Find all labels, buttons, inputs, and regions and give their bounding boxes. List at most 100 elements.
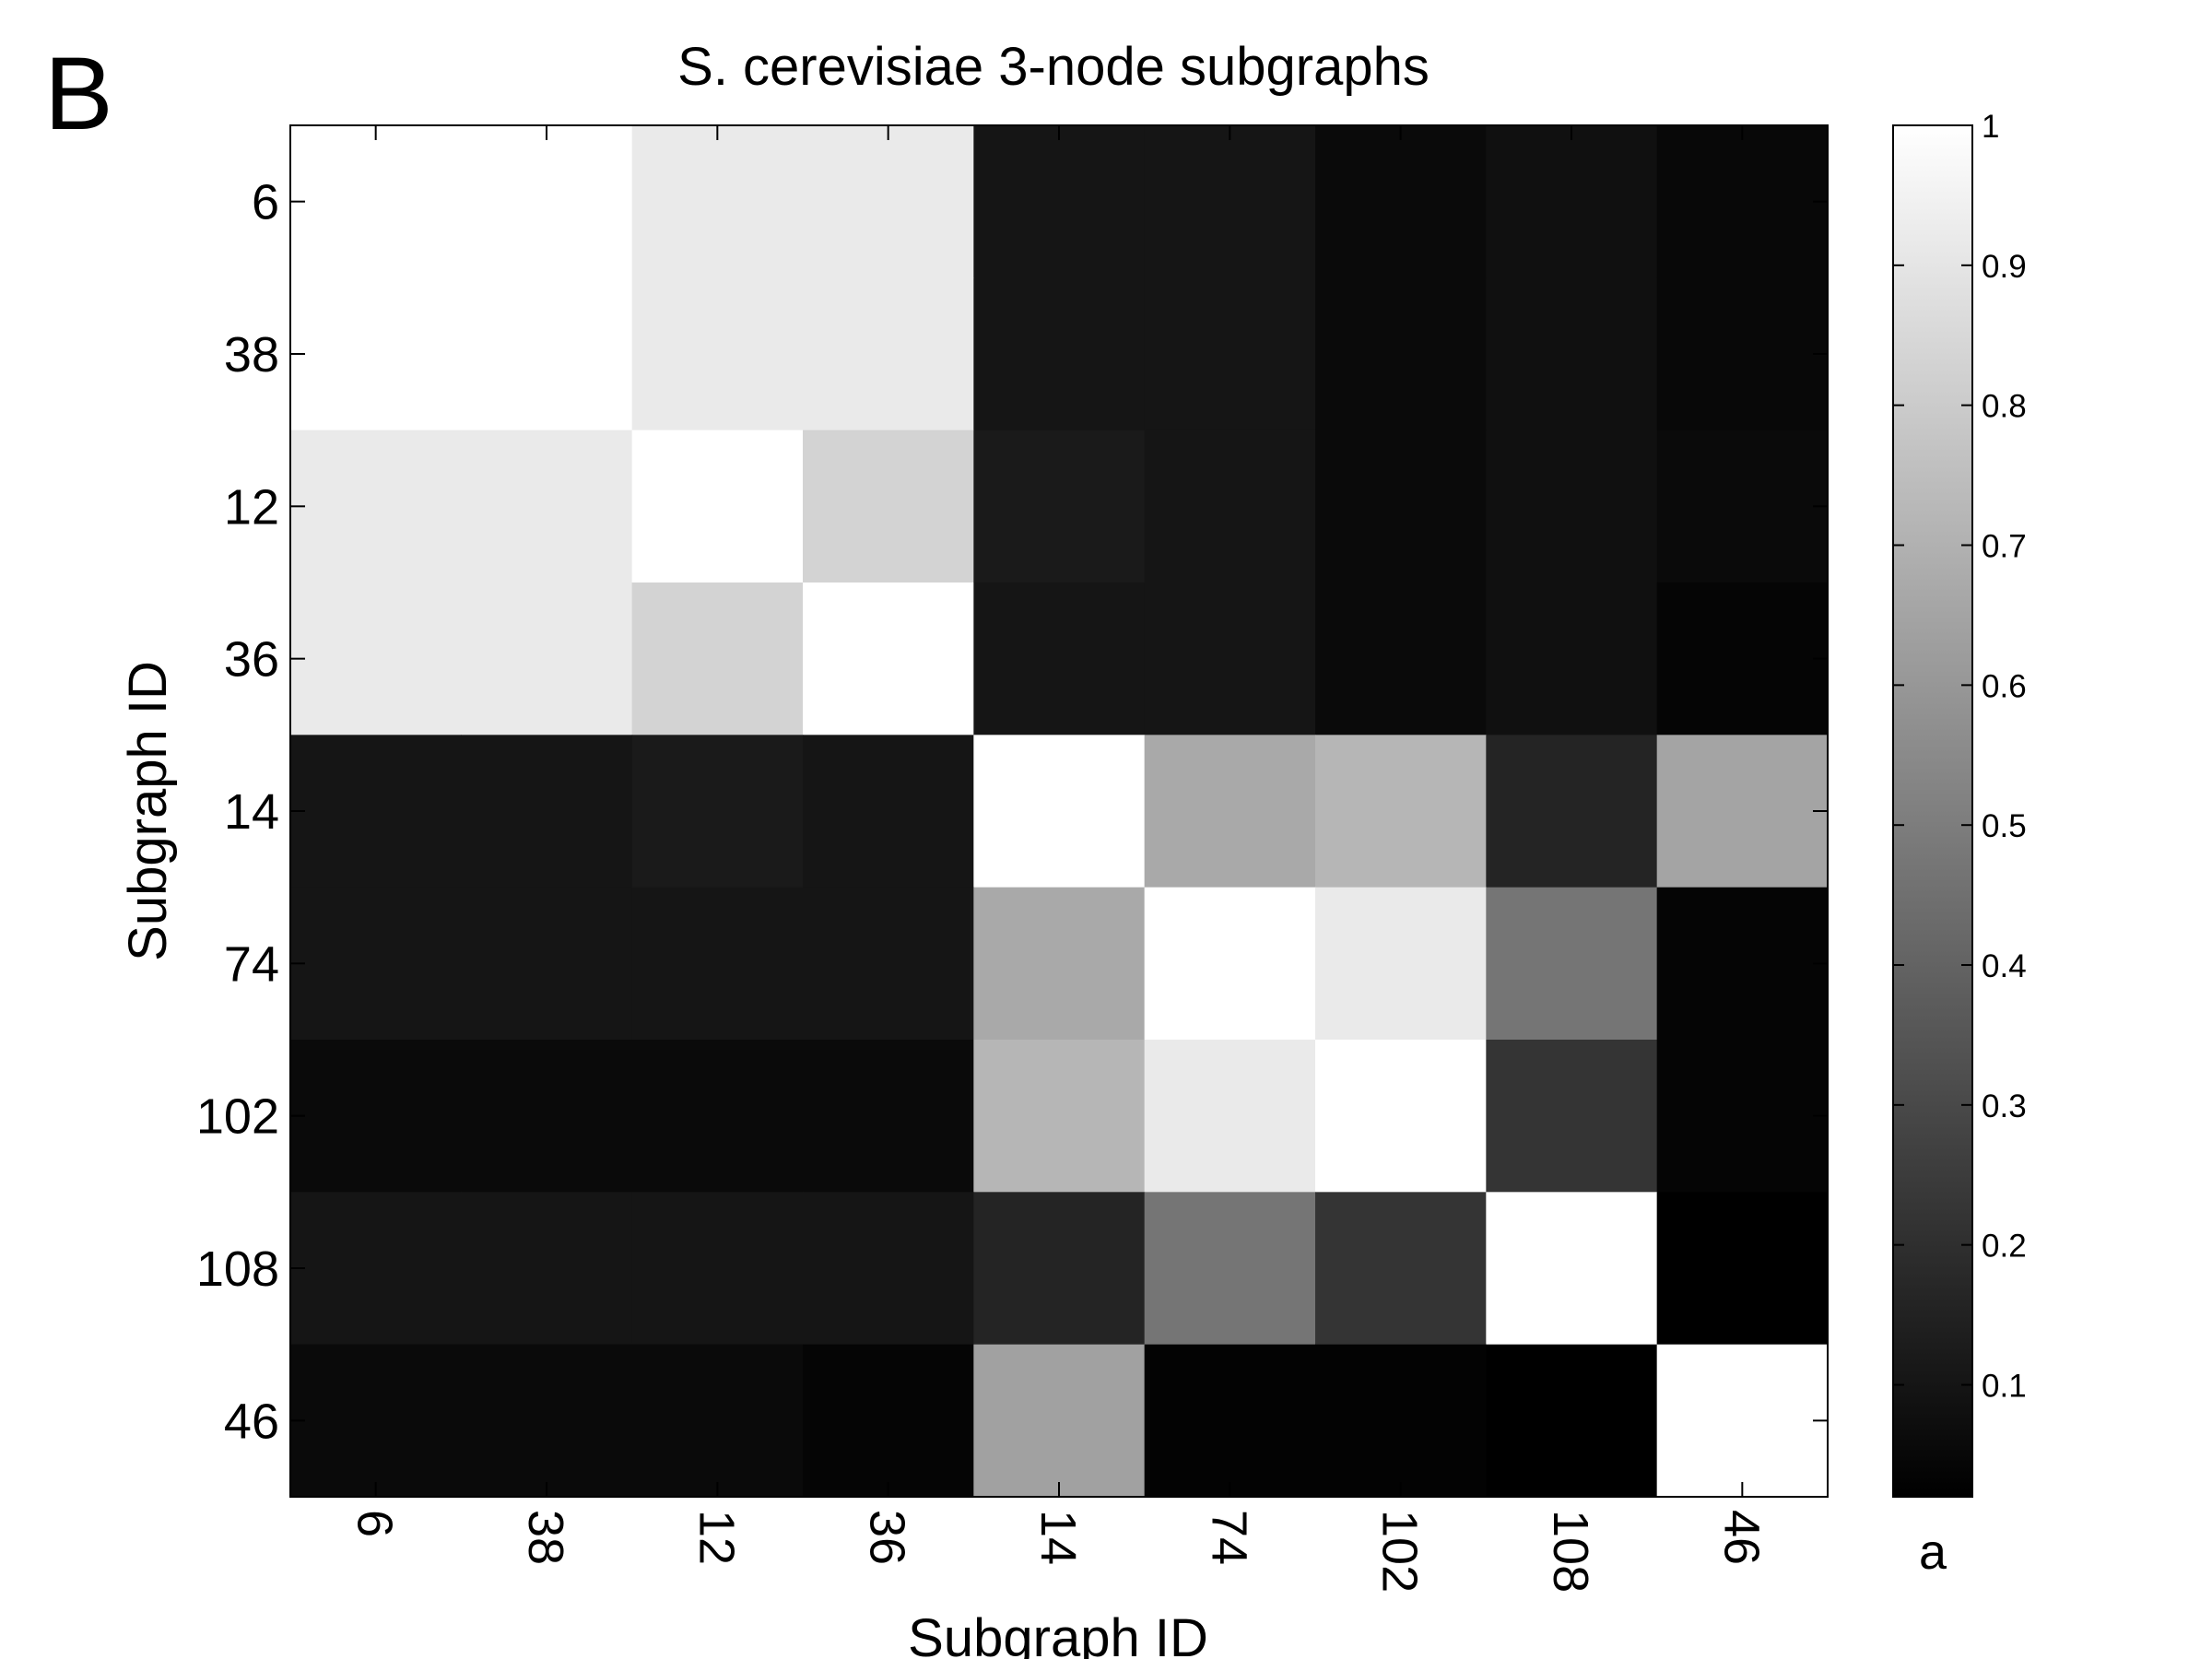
heatmap-cell [1315, 582, 1487, 735]
heatmap-cell [1486, 1344, 1658, 1498]
colorbar-tick-label: 0.7 [1982, 529, 2027, 565]
heatmap-cell [461, 125, 633, 278]
heatmap-cell [1315, 1192, 1487, 1346]
heatmap-cell [290, 887, 462, 1041]
heatmap-cell [803, 582, 974, 735]
y-tick-label: 74 [224, 936, 279, 992]
heatmap-cell [1656, 1344, 1829, 1498]
colorbar-tick-label: 0.3 [1982, 1088, 2027, 1124]
heatmap-cell [973, 125, 1146, 278]
heatmap-cell [1486, 1040, 1658, 1193]
colorbar-tick-label: 0.6 [1982, 668, 2027, 704]
colorbar-tick-label: 1 [1982, 109, 1999, 145]
heatmap-cell [461, 277, 633, 431]
heatmap-cell [1486, 125, 1658, 278]
y-tick-label: 46 [224, 1394, 279, 1449]
y-tick-label: 108 [196, 1241, 279, 1297]
colorbar [1892, 124, 1973, 1498]
heatmap-cell [973, 1344, 1146, 1498]
heatmap-cell [1315, 1344, 1487, 1498]
heatmap-cell [631, 277, 804, 431]
heatmap-cell [973, 887, 1146, 1041]
heatmap-cell [1656, 887, 1829, 1041]
heatmap-cell [461, 582, 633, 735]
panel-letter: B [44, 36, 113, 151]
heatmap-cell [1656, 125, 1829, 278]
x-tick-label: 46 [1713, 1510, 1769, 1565]
heatmap-cell [1315, 735, 1487, 888]
x-tick-label: 102 [1372, 1510, 1428, 1593]
heatmap-cell [973, 429, 1146, 583]
x-tick-label: 38 [518, 1510, 573, 1565]
heatmap-cell [1144, 1040, 1316, 1193]
heatmap-cell [290, 1040, 462, 1193]
heatmap-cell [1315, 887, 1487, 1041]
heatmap-cell [803, 277, 974, 431]
heatmap-cell [1486, 1192, 1658, 1346]
heatmap-cell [290, 277, 462, 431]
heatmap-cell [1315, 1040, 1487, 1193]
y-tick-label: 6 [252, 175, 279, 230]
heatmap-cell [290, 582, 462, 735]
heatmap-cell [631, 125, 804, 278]
x-tick-label: 14 [1030, 1510, 1086, 1565]
heatmap-cell [631, 887, 804, 1041]
heatmap-cell [1144, 582, 1316, 735]
y-tick-label: 38 [224, 327, 279, 382]
heatmap-cell [1656, 277, 1829, 431]
heatmap-cell [1656, 582, 1829, 735]
y-tick-labels: 6 38 12 36 14 74 102 108 46 [196, 175, 279, 1450]
heatmap-cell [631, 582, 804, 735]
heatmap-cell [1144, 1344, 1316, 1498]
heatmap-cell [973, 1192, 1146, 1346]
heatmap-cell [973, 735, 1146, 888]
heatmap-cell [973, 582, 1146, 735]
x-axis-label: Subgraph ID [908, 1608, 1208, 1659]
colorbar-ticks: 0.1 0.2 0.3 0.4 0.5 0.6 0.7 0.8 0.9 1 [1893, 109, 2027, 1405]
colorbar-tick-label: 0.4 [1982, 948, 2027, 984]
heatmap-cell [1144, 735, 1316, 888]
heatmap-cell [1656, 429, 1829, 583]
x-tick-labels: 6 38 12 36 14 74 102 108 46 [347, 1510, 1770, 1593]
heatmap-cell [290, 735, 462, 888]
heatmap-cell [461, 1040, 633, 1193]
heatmap-cell [803, 735, 974, 888]
x-tick-label: 6 [347, 1510, 403, 1537]
heatmap-cell [1486, 582, 1658, 735]
heatmap-cell [1486, 429, 1658, 583]
heatmap-cell [1656, 1040, 1829, 1193]
heatmap-cell [631, 429, 804, 583]
y-axis-label: Subgraph ID [118, 661, 178, 961]
heatmap-cell [1315, 277, 1487, 431]
heatmap-cell [461, 735, 633, 888]
colorbar-tick-label: 0.1 [1982, 1369, 2027, 1405]
heatmap-cell [803, 1344, 974, 1498]
heatmap-cell [803, 887, 974, 1041]
heatmap-cell [1315, 125, 1487, 278]
x-tick-label: 12 [688, 1510, 744, 1565]
colorbar-tick-label: 0.8 [1982, 389, 2027, 425]
heatmap-cell [461, 1192, 633, 1346]
heatmap-cell [1144, 1192, 1316, 1346]
x-tick-label: 36 [860, 1510, 915, 1565]
heatmap-cell [1486, 887, 1658, 1041]
heatmap-cell [290, 429, 462, 583]
heatmap-cell [803, 1040, 974, 1193]
heatmap-cell [631, 1344, 804, 1498]
heatmap-cell [803, 429, 974, 583]
colorbar-tick-label: 0.5 [1982, 808, 2027, 844]
y-tick-label: 36 [224, 632, 279, 688]
y-tick-label: 102 [196, 1089, 279, 1145]
heatmap-cell [631, 735, 804, 888]
heatmap-ticks [290, 125, 1828, 1497]
heatmap-cell [1315, 429, 1487, 583]
colorbar-tick-label: 0.9 [1982, 249, 2027, 285]
heatmap-cell [1656, 1192, 1829, 1346]
heatmap-cell [803, 1192, 974, 1346]
y-tick-label: 12 [224, 479, 279, 535]
colorbar-tick-label: 0.2 [1982, 1229, 2027, 1265]
heatmap-cell [973, 277, 1146, 431]
y-tick-label: 14 [224, 784, 279, 840]
heatmap-cell [973, 1040, 1146, 1193]
